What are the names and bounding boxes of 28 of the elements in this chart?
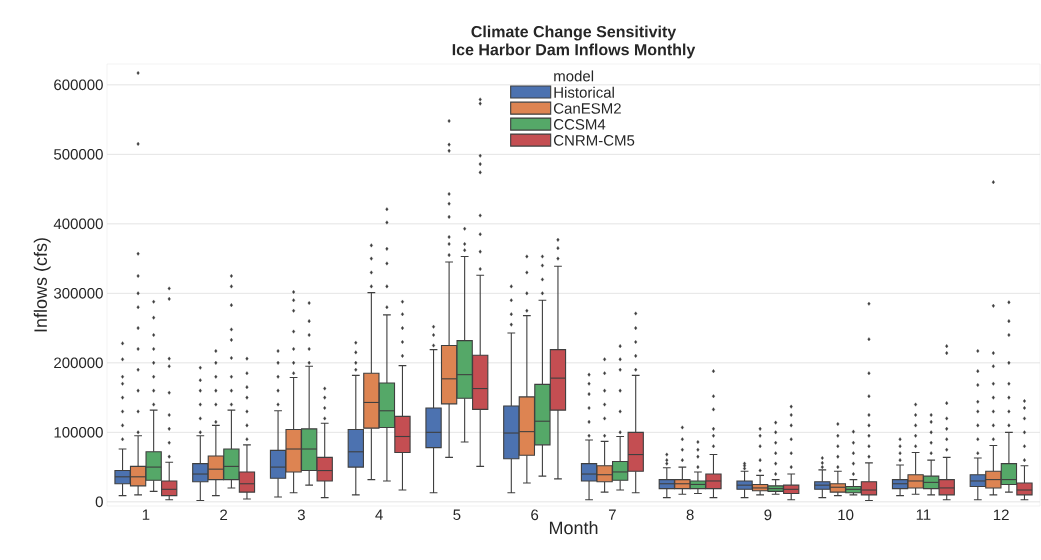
chart-title: Climate Change Sensitivity [471,25,677,41]
x-tick-label: 7 [608,509,616,520]
x-tick-label: 11 [916,509,931,520]
x-tick-label: 10 [838,509,854,521]
y-tick-label: 100000 [54,427,103,438]
y-tick-label: 0 [95,496,103,508]
x-tick-label: 3 [297,509,305,521]
legend-label: Historical [554,86,614,98]
x-tick-label: 4 [375,509,383,520]
x-tick-label: 5 [453,509,461,520]
y-tick-label: 500000 [54,149,103,160]
y-axis-title: Inflows (cfs) [33,238,51,332]
legend-label: CanESM2 [554,103,621,114]
y-tick-label: 600000 [54,79,103,91]
y-tick-label: 400000 [53,218,103,230]
x-tick-label: 8 [686,509,694,521]
legend-label: CNRM-CM5 [554,135,635,146]
y-tick-label: 200000 [54,357,103,369]
chart-subtitle: Ice Harbor Dam Inflows Monthly [452,43,696,59]
x-tick-label: 2 [220,509,228,521]
x-tick-label: 6 [531,509,539,521]
y-tick-label: 300000 [53,288,103,299]
x-axis-title: Month [549,521,598,535]
legend-label: CCSM4 [554,119,606,130]
legend-title: model [554,70,594,82]
x-tick-label: 1 [142,509,150,520]
x-tick-label: 12 [993,509,1009,521]
x-tick-label: 9 [764,509,772,521]
